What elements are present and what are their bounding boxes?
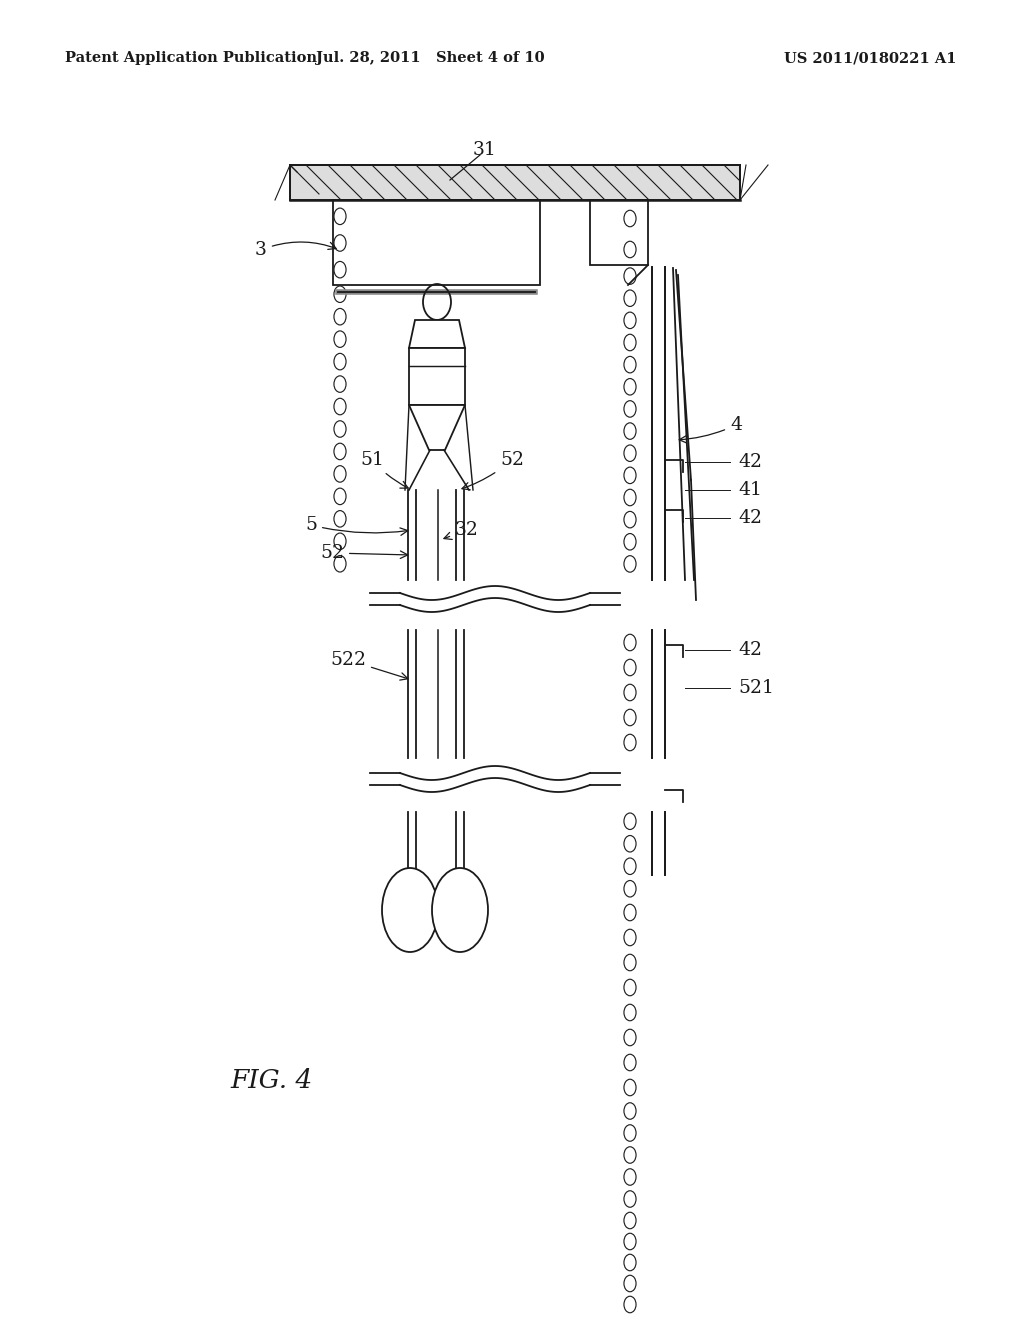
Text: 31: 31	[472, 141, 496, 158]
Text: 42: 42	[738, 453, 762, 471]
Bar	[409, 348, 465, 405]
Text: 41: 41	[738, 480, 762, 499]
Text: 42: 42	[738, 642, 762, 659]
Text: 4: 4	[679, 416, 742, 444]
Polygon shape	[409, 319, 465, 348]
Ellipse shape	[432, 869, 488, 952]
Text: US 2011/0180221 A1: US 2011/0180221 A1	[783, 51, 956, 65]
Text: 52: 52	[319, 544, 408, 562]
Bar	[333, 201, 540, 285]
Text: 522: 522	[330, 651, 408, 680]
Ellipse shape	[382, 869, 438, 952]
Text: FIG. 4: FIG. 4	[230, 1068, 312, 1093]
Text: 51: 51	[360, 451, 409, 488]
Text: 52: 52	[462, 451, 524, 490]
Text: 521: 521	[738, 678, 774, 697]
Text: 42: 42	[738, 510, 762, 527]
Bar	[290, 165, 740, 201]
Polygon shape	[409, 405, 465, 450]
Text: 5: 5	[305, 516, 408, 536]
Text: 32: 32	[444, 521, 479, 540]
Text: Patent Application Publication: Patent Application Publication	[65, 51, 317, 65]
Text: Jul. 28, 2011   Sheet 4 of 10: Jul. 28, 2011 Sheet 4 of 10	[315, 51, 545, 65]
Bar	[590, 201, 648, 265]
Text: 3: 3	[255, 242, 336, 259]
